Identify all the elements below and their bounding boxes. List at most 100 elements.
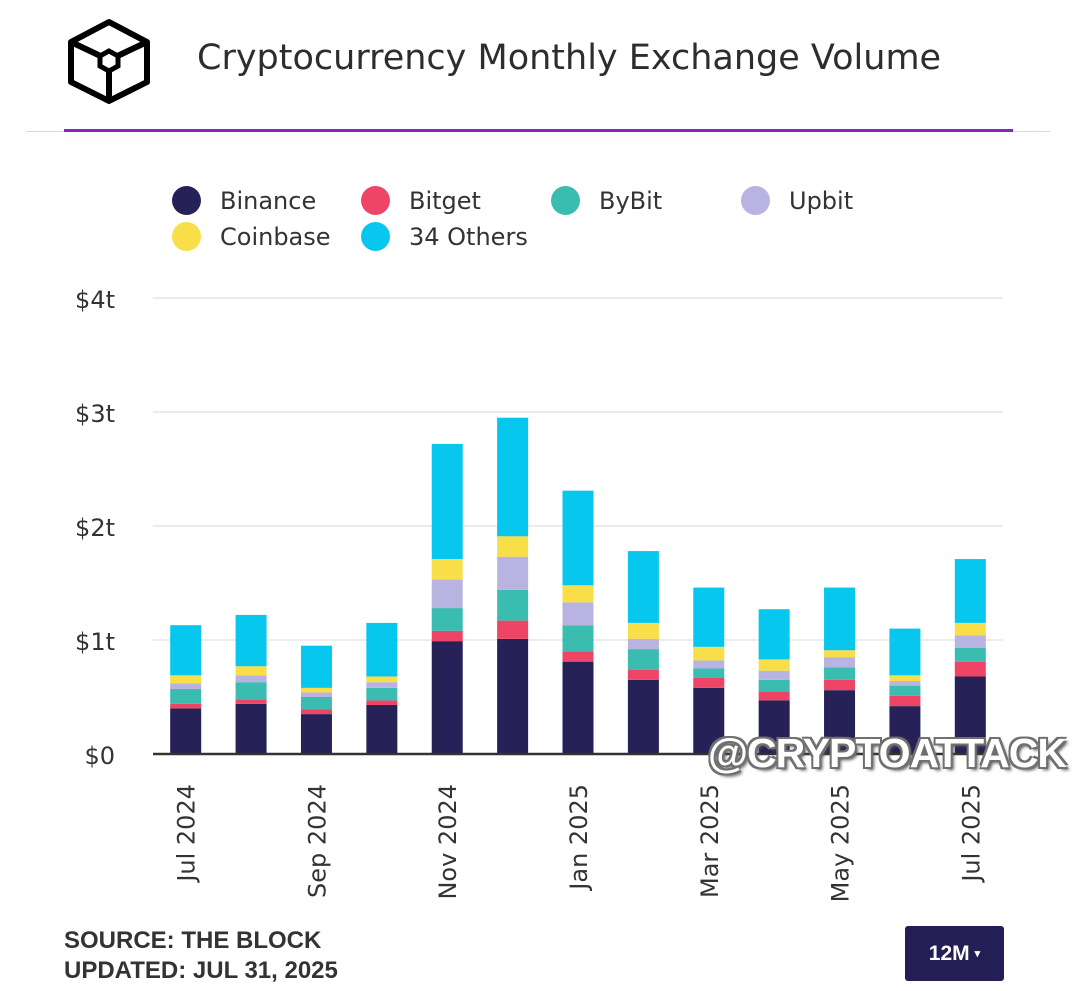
- x-tick-label: Jul 2024: [173, 784, 201, 884]
- legend-swatch-upbit: [741, 186, 770, 215]
- bar-segment: [824, 657, 856, 668]
- stacked-bar-chart: $0 $1t $2t $3t $4t Jul 2024 Sep 2024 Nov 2024 Ja…: [75, 286, 1003, 902]
- legend-swatch-bybit: [551, 186, 580, 215]
- bar-segment: [235, 699, 267, 704]
- legend-label-others: 34 Others: [409, 222, 528, 251]
- legend-label-upbit: Upbit: [789, 186, 854, 215]
- legend-label-bitget: Bitget: [409, 186, 481, 215]
- x-tick-label: Jul 2025: [957, 784, 985, 884]
- bar-segment: [300, 687, 332, 693]
- bar-segment: [431, 579, 463, 609]
- bar-segment: [497, 638, 529, 754]
- chevron-down-icon: ▾: [974, 948, 981, 960]
- legend-label-bybit: ByBit: [599, 186, 663, 215]
- bar-segment: [431, 641, 463, 754]
- bar-segment: [954, 647, 986, 662]
- bar-segment: [562, 625, 594, 652]
- bar-segment: [431, 559, 463, 580]
- bar-segment: [889, 706, 921, 754]
- legend-swatch-binance: [172, 186, 201, 215]
- y-tick-label: $4t: [75, 286, 115, 314]
- bar-segment: [431, 443, 463, 560]
- bar-segment: [235, 682, 267, 700]
- legend-item-bybit[interactable]: ByBit: [551, 186, 662, 215]
- bar-segment: [497, 620, 529, 639]
- bar-segment: [693, 687, 725, 754]
- x-tick-label: Mar 2025: [696, 784, 724, 898]
- chart-title: Cryptocurrency Monthly Exchange Volume: [197, 38, 942, 78]
- legend-label-binance: Binance: [220, 186, 317, 215]
- bar-segment: [824, 679, 856, 691]
- bar-segment: [824, 667, 856, 680]
- x-tick-label: Sep 2024: [303, 784, 331, 898]
- bar-segment: [300, 697, 332, 710]
- bar-segment: [170, 683, 202, 690]
- source-line: SOURCE: THE BLOCK: [64, 927, 322, 954]
- y-tick-label: $0: [84, 742, 115, 770]
- legend-item-others[interactable]: 34 Others: [361, 222, 528, 251]
- y-tick-label: $3t: [75, 400, 115, 428]
- legend-item-upbit[interactable]: Upbit: [741, 186, 853, 215]
- bar-segment: [693, 660, 725, 669]
- watermark: @CRYPTOATTACK: [708, 730, 1067, 776]
- x-tick-label: May 2025: [827, 784, 855, 902]
- legend-item-coinbase[interactable]: Coinbase: [172, 222, 331, 251]
- bar-segment: [366, 682, 398, 688]
- bar-segment: [366, 687, 398, 701]
- bar-segment: [954, 676, 986, 754]
- bar-segment: [431, 630, 463, 642]
- bar-segment: [235, 614, 267, 667]
- bar-segment: [627, 669, 659, 680]
- time-range-button[interactable]: 12M ▾: [905, 926, 1004, 981]
- bar-segment: [366, 700, 398, 705]
- bar-segment: [889, 681, 921, 686]
- bar-segment: [954, 622, 986, 636]
- bar-segment: [954, 635, 986, 648]
- bar-segment: [889, 685, 921, 696]
- bar-segment: [300, 645, 332, 688]
- bar-segment: [627, 679, 659, 754]
- legend-swatch-coinbase: [172, 222, 201, 251]
- bar-segment: [954, 661, 986, 677]
- bar-segment: [627, 638, 659, 650]
- bar-segment: [562, 661, 594, 754]
- legend-label-coinbase: Coinbase: [220, 222, 331, 251]
- bar-segment: [758, 609, 790, 660]
- legend-item-binance[interactable]: Binance: [172, 186, 316, 215]
- y-tick-label: $2t: [75, 514, 115, 542]
- bar-segment: [627, 551, 659, 623]
- bar-segment: [170, 703, 202, 709]
- bar-segment: [431, 608, 463, 631]
- bar-segment: [758, 679, 790, 692]
- bar-segment: [300, 709, 332, 715]
- x-tick-label: Nov 2024: [434, 784, 462, 900]
- bar-segment: [235, 675, 267, 683]
- bar-segment: [170, 708, 202, 754]
- chart-legend: Binance Bitget ByBit Upbit Coinbase 34 O…: [172, 186, 932, 262]
- bar-segment: [366, 676, 398, 683]
- bar-segment: [693, 677, 725, 688]
- bar-segment: [497, 536, 529, 557]
- bar-segment: [824, 650, 856, 658]
- bar-segment: [562, 602, 594, 626]
- legend-item-bitget[interactable]: Bitget: [361, 186, 481, 215]
- bar-segment: [170, 675, 202, 684]
- legend-swatch-bitget: [361, 186, 390, 215]
- bar-segment: [889, 628, 921, 676]
- bar-segment: [300, 692, 332, 697]
- header-accent-bar: [64, 129, 1013, 132]
- bar-segment: [693, 587, 725, 647]
- bar-segment: [889, 695, 921, 707]
- bar-segment: [562, 490, 594, 586]
- bar-segment: [889, 675, 921, 682]
- bar-segment: [693, 646, 725, 661]
- bar-segment: [758, 691, 790, 701]
- updated-line: UPDATED: JUL 31, 2025: [64, 957, 338, 984]
- bar-segment: [562, 585, 594, 603]
- bar-segment: [627, 649, 659, 670]
- bar-segment: [366, 704, 398, 754]
- footer-source: SOURCE: THE BLOCK UPDATED: JUL 31, 2025: [64, 926, 338, 986]
- bar-segment: [758, 700, 790, 754]
- bar-segment: [627, 622, 659, 639]
- y-tick-label: $1t: [75, 628, 115, 656]
